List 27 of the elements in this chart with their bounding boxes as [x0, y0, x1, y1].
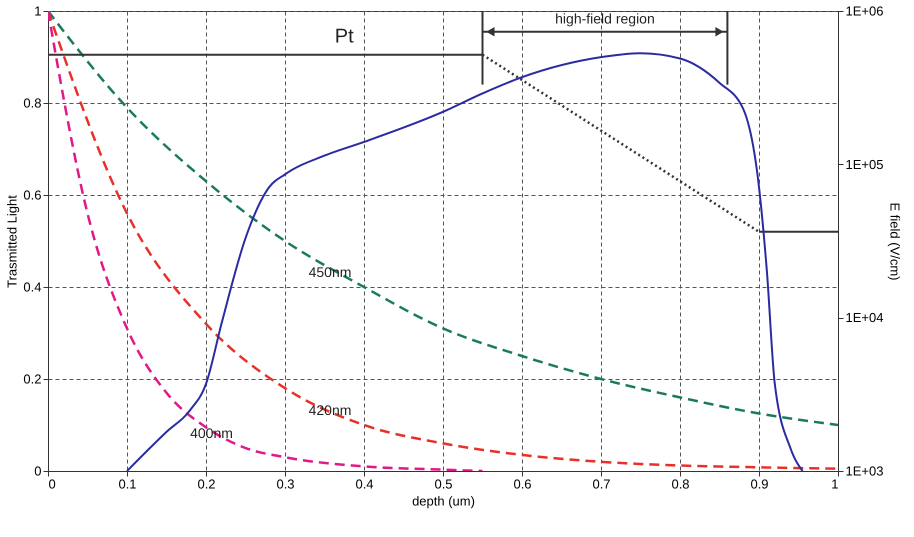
- x-tick-label: 0.7: [592, 476, 611, 492]
- x-tick-label: 0.4: [355, 476, 374, 492]
- y-tick-label: 0.4: [23, 280, 42, 294]
- x-tick-label: 0.2: [197, 476, 216, 492]
- x-tick-label: 0.5: [434, 476, 453, 492]
- y-tick-label: 0.6: [23, 188, 42, 202]
- y-axis-title: Trasmitted Light: [4, 194, 20, 288]
- x-axis-title: depth (um): [412, 494, 475, 508]
- y2-tick-label: 1E+04: [846, 310, 884, 326]
- series-label: Pt: [334, 26, 354, 48]
- x-tick-label: 0: [48, 476, 56, 492]
- y-tick-label: 0.2: [23, 372, 42, 386]
- x-tick-label: 0.3: [276, 476, 295, 492]
- y2-tick-label: 1E+05: [846, 156, 884, 172]
- x-tick-label: 0.8: [671, 476, 690, 492]
- series-label: 450nm: [308, 264, 352, 280]
- y-tick-label: 0: [34, 464, 42, 478]
- x-tick-label: 1: [831, 476, 838, 492]
- x-tick-label: 0.1: [118, 476, 137, 492]
- y-tick-label: 0.8: [23, 96, 42, 110]
- y2-axis-title: E field (V/cm): [887, 202, 902, 281]
- y2-tick-label: 1E+03: [846, 464, 884, 478]
- x-tick-label: 0.6: [513, 476, 532, 492]
- y2-tick-label: 1E+06: [846, 4, 884, 18]
- x-tick-label: 0.9: [750, 476, 769, 492]
- y-tick-label: 1: [34, 4, 42, 18]
- annotation: high-field region: [555, 10, 655, 27]
